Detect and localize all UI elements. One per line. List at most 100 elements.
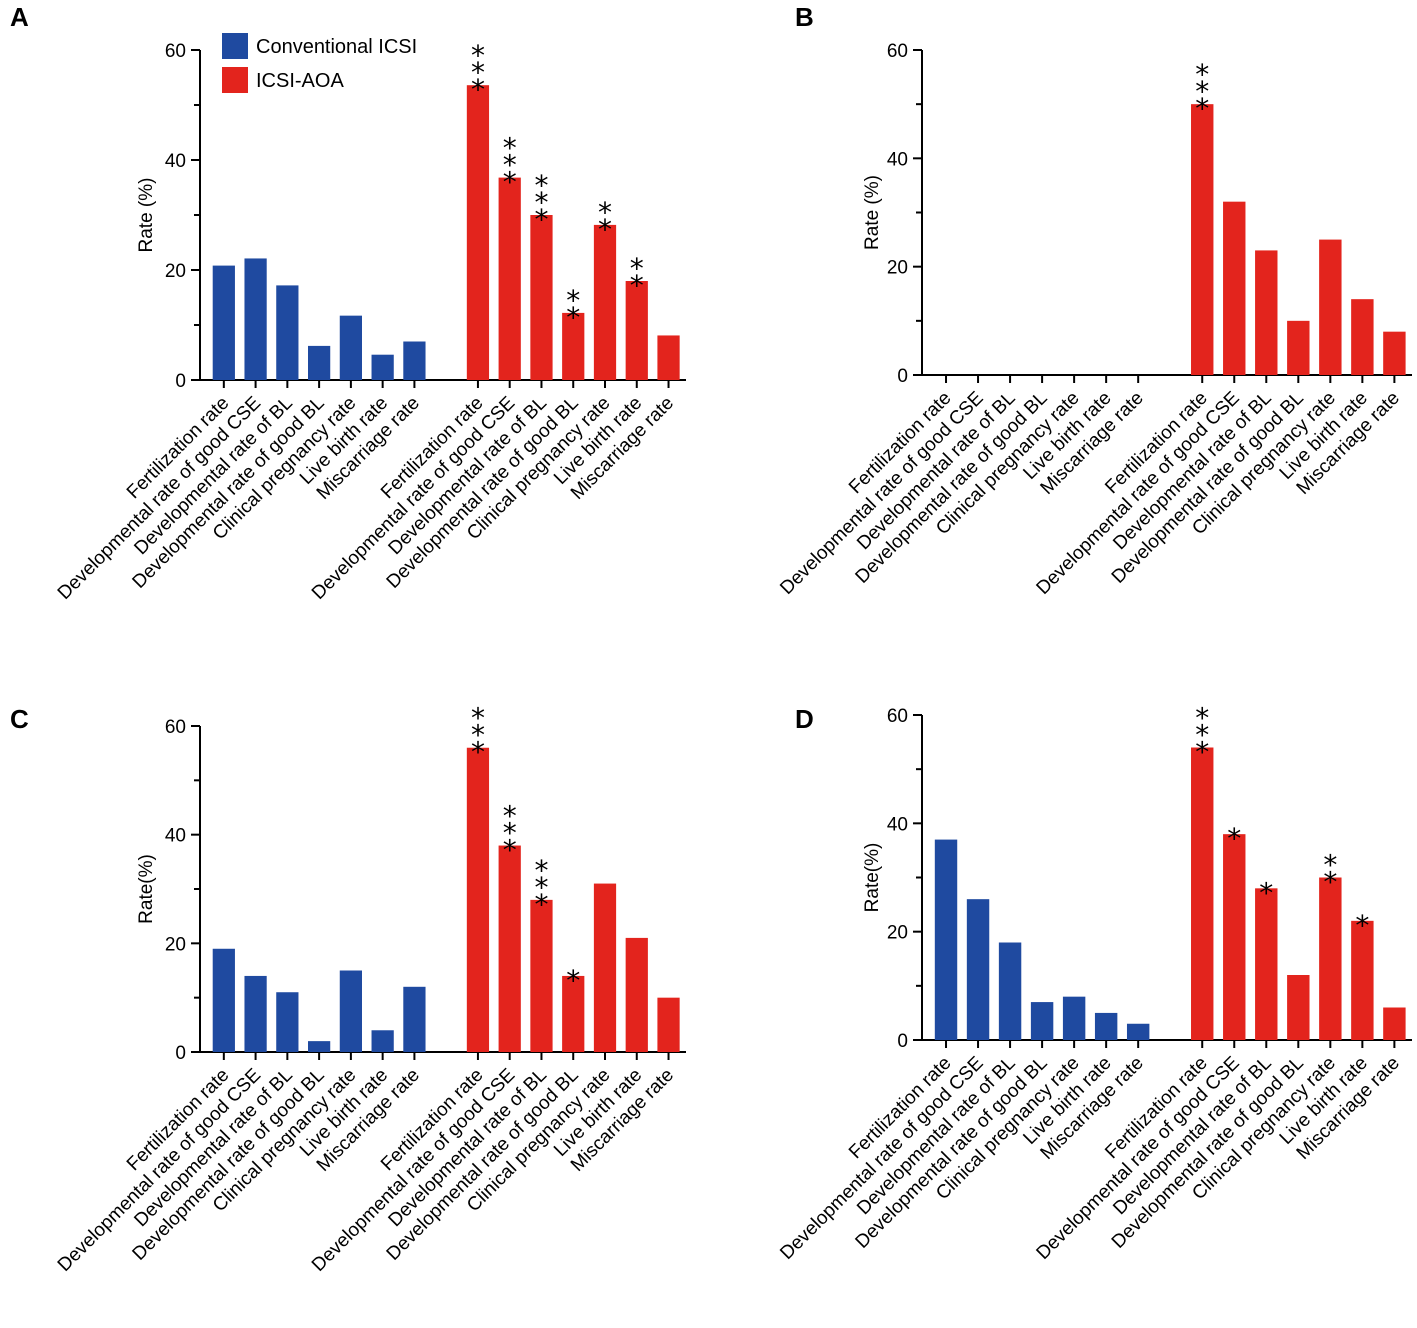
significance-marker: * [534, 854, 548, 887]
bar-aoa [562, 312, 585, 380]
significance-marker: * [1195, 58, 1209, 91]
panel-letter: B [795, 2, 814, 32]
y-tick-label: 40 [165, 826, 186, 847]
significance-marker: * [503, 149, 517, 182]
significance-marker: * [503, 834, 517, 867]
significance-marker: * [503, 132, 517, 165]
bar-aoa [530, 899, 553, 1052]
y-tick-label: 60 [165, 717, 186, 738]
significance-marker: * [471, 736, 485, 769]
significance-marker: * [1195, 719, 1209, 752]
significance-marker: * [534, 888, 548, 921]
y-tick-label: 40 [165, 151, 186, 172]
bar-aoa [1191, 747, 1214, 1040]
bar-aoa [1383, 331, 1406, 375]
bar-aoa [1351, 920, 1374, 1040]
bar-aoa [498, 177, 521, 380]
legend: Conventional ICSI ICSI-AOA [222, 33, 417, 93]
significance-marker: * [1259, 876, 1273, 909]
bar-conventional [308, 345, 331, 380]
bar-conventional [1030, 1002, 1054, 1040]
bar-conventional [966, 899, 990, 1040]
bar-conventional [934, 839, 958, 1040]
legend-label-aoa: ICSI-AOA [256, 70, 344, 92]
significance-marker: * [503, 166, 517, 199]
bar-aoa [1191, 104, 1214, 376]
significance-marker: * [630, 252, 644, 285]
bar-aoa [530, 215, 553, 380]
significance-marker: * [471, 56, 485, 89]
legend-label-conventional: Conventional ICSI [256, 36, 417, 58]
y-tick-label: 0 [897, 366, 908, 387]
bar-aoa [498, 845, 521, 1052]
significance-marker: * [1195, 92, 1209, 125]
bar-aoa [562, 975, 585, 1052]
y-tick-label: 0 [897, 1031, 908, 1052]
bar-conventional [1094, 1012, 1118, 1040]
y-axis-label: Rate(%) [862, 843, 883, 913]
bar-aoa [657, 997, 680, 1052]
bar-aoa [1223, 834, 1246, 1040]
significance-marker: * [503, 800, 517, 833]
significance-marker: * [471, 73, 485, 106]
y-tick-label: 60 [165, 41, 186, 62]
significance-marker: * [566, 964, 580, 997]
significance-marker: * [1227, 822, 1241, 855]
significance-marker: * [534, 871, 548, 904]
bar-aoa [466, 747, 490, 1052]
panel-letter: C [10, 704, 29, 734]
bar-conventional [212, 265, 235, 380]
bar-aoa [625, 937, 648, 1052]
bar-aoa [1351, 299, 1374, 375]
significance-marker: * [503, 817, 517, 850]
significance-marker: * [566, 284, 580, 317]
bar-conventional [1126, 1023, 1150, 1040]
bar-conventional [244, 975, 267, 1052]
bar-conventional [403, 986, 426, 1052]
significance-marker: * [1195, 702, 1209, 735]
y-axis-label: Rate (%) [136, 178, 157, 253]
significance-marker: * [471, 39, 485, 72]
bar-conventional [308, 1041, 331, 1052]
y-tick-label: 60 [887, 41, 908, 62]
bar-conventional [212, 948, 235, 1052]
y-tick-label: 20 [165, 934, 186, 955]
bar-conventional [403, 341, 426, 380]
y-tick-label: 60 [887, 706, 908, 727]
bar-conventional [276, 992, 299, 1052]
panel-letter: A [10, 2, 29, 32]
bar-aoa [1223, 201, 1246, 375]
bar-aoa [1287, 320, 1310, 375]
bar-conventional [339, 970, 362, 1052]
significance-marker: * [1195, 736, 1209, 769]
y-tick-label: 20 [165, 261, 186, 282]
bar-aoa [1255, 888, 1278, 1040]
panel-letter: D [795, 704, 814, 734]
y-tick-label: 0 [175, 371, 186, 392]
significance-marker: * [598, 213, 612, 246]
significance-marker: * [1323, 849, 1337, 882]
bar-conventional [371, 1030, 394, 1052]
bar-aoa [1287, 975, 1310, 1040]
bar-aoa [593, 224, 617, 380]
legend-swatch-conventional [222, 33, 248, 59]
y-axis-label: Rate(%) [136, 854, 157, 924]
y-tick-label: 20 [887, 258, 908, 279]
significance-marker: * [566, 301, 580, 334]
bar-aoa [1383, 1007, 1406, 1040]
significance-marker: * [598, 196, 612, 229]
significance-marker: * [1355, 909, 1369, 942]
y-tick-label: 40 [887, 149, 908, 170]
bar-conventional [371, 354, 394, 380]
bar-aoa [1255, 250, 1278, 375]
bar-aoa [1319, 877, 1342, 1040]
bar-conventional [1062, 996, 1086, 1040]
significance-marker: * [630, 269, 644, 302]
bar-aoa [657, 335, 680, 380]
significance-marker: * [1323, 866, 1337, 899]
significance-marker: * [1195, 75, 1209, 108]
